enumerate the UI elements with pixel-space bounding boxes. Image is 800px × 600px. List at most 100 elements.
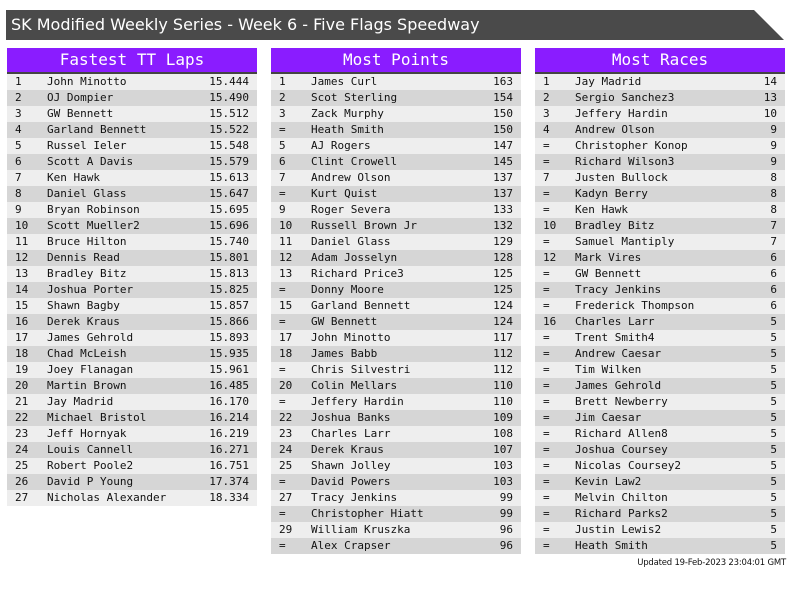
rank: = [543,187,550,200]
driver-name: Joey Flanagan [47,363,134,376]
table-row: 18 James Babb 112 [271,346,521,362]
value: 5 [770,395,777,408]
rank: 10 [15,219,29,232]
driver-name: John Minotto [47,75,127,88]
value: 15.696 [209,219,249,232]
value: 110 [493,395,513,408]
value: 5 [770,347,777,360]
rank: 16 [15,315,29,328]
driver-name: Richard Price3 [311,267,404,280]
rank: 17 [15,331,29,344]
value: 163 [493,75,513,88]
table-row: = GW Bennett 6 [535,266,785,282]
value: 15.935 [209,347,249,360]
table-row: 10 Bradley Bitz 7 [535,218,785,234]
value: 117 [493,331,513,344]
driver-name: Christopher Hiatt [311,507,424,520]
value: 5 [770,411,777,424]
driver-name: Joshua Banks [311,411,391,424]
table-row: 27 Nicholas Alexander 18.334 [7,490,257,506]
rank: 8 [15,187,22,200]
value: 15.613 [209,171,249,184]
value: 125 [493,267,513,280]
driver-name: James Babb [311,347,378,360]
rank: 19 [15,363,29,376]
driver-name: Ken Hawk [47,171,100,184]
driver-name: Louis Cannell [47,443,134,456]
rank: 20 [279,379,293,392]
driver-name: Justin Lewis2 [575,523,662,536]
driver-name: Derek Kraus [311,443,384,456]
table-row: = Jim Caesar 5 [535,410,785,426]
rank: 25 [279,459,293,472]
updated-timestamp: Updated 19-Feb-2023 23:04:01 GMT [637,558,786,568]
table-row: 11 Daniel Glass 129 [271,234,521,250]
value: 124 [493,315,513,328]
rank: = [543,443,550,456]
driver-name: Charles Larr [575,315,655,328]
driver-name: Daniel Glass [47,187,127,200]
table-row: 9 Roger Severa 133 [271,202,521,218]
table-row: = Samuel Mantiply 7 [535,234,785,250]
value: 96 [499,523,513,536]
driver-name: GW Bennett [47,107,114,120]
table-row: = Andrew Caesar 5 [535,346,785,362]
value: 5 [770,491,777,504]
rank: 24 [279,443,293,456]
driver-name: Jay Madrid [575,75,642,88]
table-row: = Melvin Chilton 5 [535,490,785,506]
value: 5 [770,379,777,392]
rank: = [279,123,286,136]
rank: 6 [279,155,286,168]
value: 128 [493,251,513,264]
table-row: 25 Robert Poole2 16.751 [7,458,257,474]
value: 137 [493,171,513,184]
value: 13 [763,91,777,104]
driver-name: Scott A Davis [47,155,134,168]
value: 14 [763,75,777,88]
table-row: 10 Russell Brown Jr 132 [271,218,521,234]
driver-name: David P Young [47,475,134,488]
rank: = [543,491,550,504]
rank: 13 [279,267,293,280]
table-row: 5 AJ Rogers 147 [271,138,521,154]
value: 9 [770,155,777,168]
table-row: = Christopher Hiatt 99 [271,506,521,522]
rank: 12 [279,251,293,264]
rank: 2 [279,91,286,104]
rank: 16 [543,315,557,328]
page-title: SK Modified Weekly Series - Week 6 - Fiv… [6,10,784,40]
table-row: = Richard Parks2 5 [535,506,785,522]
driver-name: Shawn Bagby [47,299,120,312]
driver-name: Daniel Glass [311,235,391,248]
table-row: 22 Michael Bristol 16.214 [7,410,257,426]
rank: 12 [15,251,29,264]
driver-name: Martin Brown [47,379,127,392]
driver-name: Kadyn Berry [575,187,648,200]
value: 16.751 [209,459,249,472]
table-row: = Brett Newberry 5 [535,394,785,410]
driver-name: Scott Mueller2 [47,219,140,232]
table-row: 23 Jeff Hornyak 16.219 [7,426,257,442]
table-row: = Tim Wilken 5 [535,362,785,378]
driver-name: Melvin Chilton [575,491,668,504]
rank: 2 [15,91,22,104]
table-row: = Trent Smith4 5 [535,330,785,346]
table-row: 7 Andrew Olson 137 [271,170,521,186]
driver-name: Robert Poole2 [47,459,134,472]
value: 17.374 [209,475,249,488]
driver-name: Richard Parks2 [575,507,668,520]
value: 6 [770,283,777,296]
driver-name: Garland Bennett [311,299,411,312]
value: 96 [499,539,513,552]
value: 132 [493,219,513,232]
value: 7 [770,219,777,232]
rank: 25 [15,459,29,472]
table-row: = Nicolas Coursey2 5 [535,458,785,474]
driver-name: James Gehrold [47,331,134,344]
table-row: 20 Colin Mellars 110 [271,378,521,394]
value: 15.579 [209,155,249,168]
value: 15.866 [209,315,249,328]
table-row: = Ken Hawk 8 [535,202,785,218]
table-row: 26 David P Young 17.374 [7,474,257,490]
